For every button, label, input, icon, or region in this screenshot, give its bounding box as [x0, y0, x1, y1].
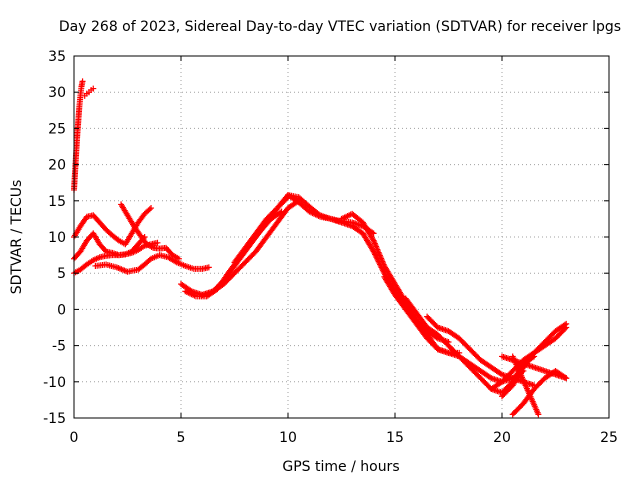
data-point	[561, 374, 568, 381]
y-tick-label: 30	[48, 85, 66, 101]
grid-lines	[74, 56, 609, 418]
data-point	[205, 264, 212, 271]
y-tick-label: -10	[43, 375, 66, 391]
x-tick-label: 0	[70, 430, 79, 446]
x-axis-label: GPS time / hours	[282, 459, 399, 475]
series-trace-l	[285, 192, 452, 345]
data-point	[90, 85, 97, 92]
data-point	[175, 255, 182, 262]
series-trace-f	[92, 252, 212, 275]
chart-title: Day 268 of 2023, Sidereal Day-to-day VTE…	[59, 19, 621, 35]
x-tick-label: 25	[600, 430, 618, 446]
series-trace-g	[118, 201, 182, 262]
y-tick-label: -15	[43, 411, 66, 427]
x-tick-label: 10	[279, 430, 297, 446]
series-trace-u	[509, 353, 542, 418]
y-tick-label: 35	[48, 49, 66, 65]
series-trace-b	[81, 85, 97, 99]
x-tick-label: 20	[493, 430, 511, 446]
x-tick-label: 15	[386, 430, 404, 446]
data-point	[154, 239, 161, 246]
y-tick-label: 20	[48, 158, 66, 174]
y-tick-label: 10	[48, 230, 66, 246]
data-point	[146, 206, 153, 213]
series-trace-n	[381, 273, 527, 385]
data-point	[563, 324, 570, 331]
axes: 0 5 10 15 20 25 -15 -10 -5 0 5 10 15 20 25 30 35	[43, 49, 618, 446]
y-tick-label: 15	[48, 194, 66, 210]
x-tick-label: 5	[177, 430, 186, 446]
series-trace-e	[71, 239, 161, 277]
data-point	[535, 411, 542, 418]
y-axis-label: SDTVAR / TECUs	[9, 180, 25, 295]
y-tick-label: 0	[57, 302, 66, 318]
data-point	[79, 78, 86, 85]
data-point	[563, 375, 570, 382]
y-tick-label: 25	[48, 121, 66, 137]
data-point	[562, 325, 569, 332]
y-tick-label: 5	[57, 266, 66, 282]
data-point	[148, 205, 155, 212]
series-trace-i	[182, 208, 285, 300]
y-tick-label: -5	[52, 339, 66, 355]
data-points	[71, 78, 570, 418]
